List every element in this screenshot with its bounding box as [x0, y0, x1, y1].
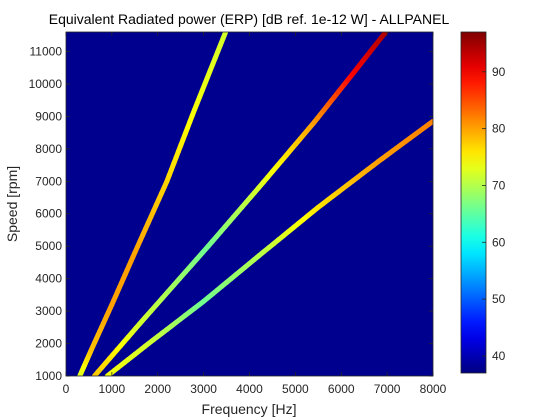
x-tick-label: 2000	[144, 382, 171, 396]
y-tick-label: 1000	[35, 369, 62, 383]
y-tick-label: 4000	[35, 272, 62, 286]
ridge-series-2	[91, 32, 389, 376]
y-tick-label: 6000	[35, 207, 62, 221]
plot-background	[66, 32, 433, 376]
colorbar	[460, 31, 487, 374]
colorbar-tick-label: 40	[492, 349, 506, 363]
y-tick-label: 3000	[35, 304, 62, 318]
colorbar-tick-label: 70	[492, 178, 506, 192]
colorbar-tick-label: 60	[492, 235, 506, 249]
colorbar-tick-label: 80	[492, 122, 506, 136]
x-tick-label: 5000	[282, 382, 309, 396]
x-tick-label: 8000	[420, 382, 447, 396]
y-tick-label: 8000	[35, 142, 62, 156]
ridge-series-1	[77, 32, 229, 376]
y-tick-label: 5000	[35, 239, 62, 253]
x-tick-label: 3000	[190, 382, 217, 396]
y-axis-title: Speed [rpm]	[4, 166, 20, 242]
ridge-lines	[77, 32, 433, 376]
x-axis: 0 1000 2000 3000 4000 5000 6000 7000 8000	[63, 32, 447, 396]
ridge-series-3	[104, 118, 433, 376]
x-tick-label: 4000	[236, 382, 263, 396]
colorbar-tick-label: 50	[492, 292, 506, 306]
ridge-segment	[220, 32, 229, 41]
y-tick-label: 2000	[35, 337, 62, 351]
colorbar-ticks: 40 50 60 70 80 90	[482, 65, 506, 363]
x-tick-label: 1000	[99, 382, 126, 396]
x-tick-label: 6000	[328, 382, 355, 396]
colorbar-tick-label: 90	[492, 65, 506, 79]
x-tick-label: 0	[63, 382, 70, 396]
ridge-segment	[425, 118, 433, 128]
y-tick-label: 10000	[29, 77, 63, 91]
x-tick-label: 7000	[374, 382, 401, 396]
x-axis-title: Frequency [Hz]	[202, 401, 297, 417]
y-tick-label: 7000	[35, 174, 62, 188]
y-axis: 1000 2000 3000 4000 5000 6000 7000 8000 9000 1000…	[29, 44, 433, 383]
ridge-segment	[380, 32, 389, 38]
y-tick-label: 11000	[30, 44, 63, 58]
y-tick-label: 9000	[35, 109, 62, 123]
chart-title: Equivalent Radiated power (ERP) [dB ref.…	[49, 11, 450, 27]
